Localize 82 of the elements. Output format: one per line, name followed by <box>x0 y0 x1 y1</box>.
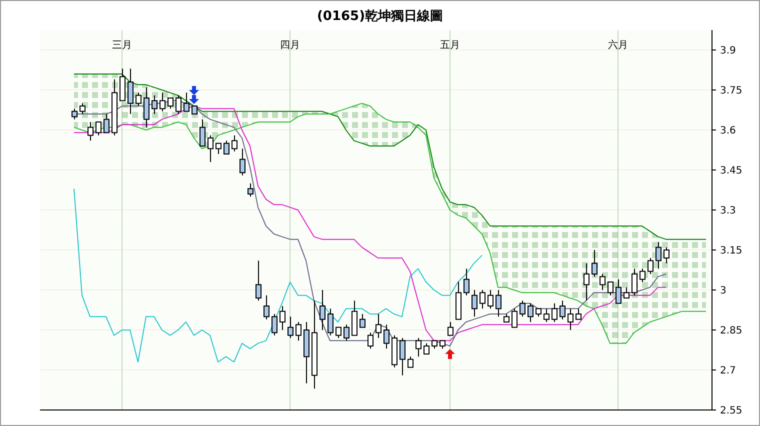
candlestick <box>568 308 574 330</box>
candlestick <box>600 274 606 290</box>
candlestick <box>344 324 350 342</box>
y-tick-label: 3.3 <box>720 206 736 216</box>
candlestick <box>208 134 214 162</box>
candlestick <box>328 308 334 336</box>
candlestick <box>144 86 150 128</box>
candlestick <box>472 290 478 318</box>
candlestick <box>352 300 358 336</box>
y-tick-label: 3.9 <box>720 46 736 56</box>
candlestick <box>496 290 502 318</box>
x-tick-label: 三月 <box>112 40 132 51</box>
candlestick <box>120 68 126 102</box>
candlestick <box>128 68 134 114</box>
candlestick <box>336 326 342 338</box>
candlestick <box>320 290 326 330</box>
candlestick <box>520 300 526 318</box>
candlestick <box>224 140 230 154</box>
y-tick-label: 3.15 <box>720 246 742 256</box>
x-tick-label: 六月 <box>608 39 628 51</box>
candlestick <box>664 246 670 264</box>
candlestick <box>592 250 598 278</box>
candlestick <box>648 258 654 274</box>
y-tick-label: 2.7 <box>720 366 736 376</box>
candlestick <box>488 290 494 310</box>
candlestick <box>216 142 222 154</box>
candlestick <box>280 306 286 330</box>
candlestick <box>96 122 102 136</box>
candlestick <box>240 148 246 176</box>
candlestick <box>424 342 430 354</box>
candlestick <box>552 302 558 322</box>
candlestick <box>384 324 390 350</box>
line-series <box>74 188 482 362</box>
y-tick-label: 2.55 <box>720 406 742 416</box>
candlestick <box>616 278 622 304</box>
candlestick <box>464 268 470 296</box>
candlestick <box>368 332 374 350</box>
candlestick <box>296 322 302 342</box>
candlestick <box>248 182 254 198</box>
candlestick <box>88 122 94 142</box>
candlestick <box>80 102 86 114</box>
candlestick <box>624 286 630 298</box>
candlestick <box>360 314 366 328</box>
candlestick <box>184 92 190 112</box>
candlestick <box>232 134 238 152</box>
candlestick <box>640 268 646 282</box>
candlestick <box>104 114 110 134</box>
y-tick-label: 3 <box>720 286 726 296</box>
candlestick <box>416 338 422 358</box>
candlestick <box>376 314 382 338</box>
candlestick <box>200 118 206 146</box>
candlestick <box>544 308 550 322</box>
candlestick <box>576 308 582 320</box>
candlestick <box>408 356 414 368</box>
line-series <box>74 74 706 240</box>
candlestick <box>512 308 518 328</box>
y-tick-label: 3.45 <box>720 166 742 176</box>
y-tick-label: 2.85 <box>720 326 742 336</box>
candlestick <box>264 294 270 320</box>
y-tick-label: 3.75 <box>720 86 742 96</box>
candlestick <box>168 98 174 110</box>
candlestick <box>480 290 486 310</box>
candlestick <box>656 242 662 270</box>
chart-title: (0165)乾坤獨日線圖 <box>316 9 444 24</box>
candlestick <box>72 108 78 120</box>
candlestick <box>288 316 294 338</box>
candlestick <box>160 92 166 112</box>
candlestick <box>608 282 614 296</box>
candlestick <box>560 300 566 320</box>
candlestick <box>272 314 278 336</box>
x-tick-label: 四月 <box>280 40 300 51</box>
candlestick <box>136 92 142 106</box>
y-tick-label: 3.6 <box>720 126 736 136</box>
candlestick <box>448 322 454 336</box>
candlestick <box>584 262 590 302</box>
candlestick <box>632 268 638 296</box>
x-tick-label: 五月 <box>440 40 460 51</box>
candlestick <box>400 338 406 376</box>
candlestick <box>152 94 158 114</box>
candlestick <box>528 302 534 322</box>
candlestick <box>256 260 262 302</box>
candlestick <box>176 94 182 114</box>
